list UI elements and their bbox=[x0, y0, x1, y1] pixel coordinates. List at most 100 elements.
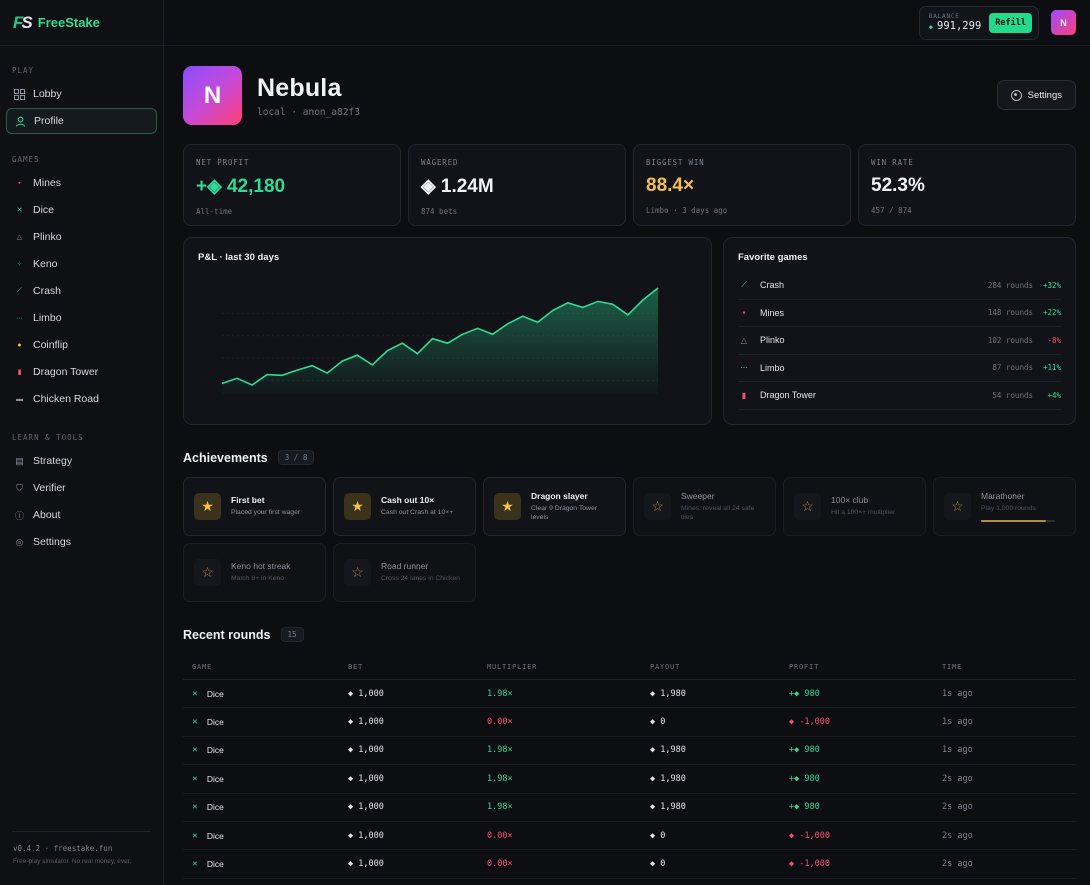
sidebar-item-about[interactable]: ⓘ About bbox=[6, 502, 157, 528]
favorite-game-row[interactable]: ▪ Mines 148 rounds +22% bbox=[738, 300, 1061, 327]
achievement-card: ★ First bet Placed your first wager bbox=[183, 477, 326, 536]
column-header: BET bbox=[348, 663, 364, 671]
round-game: Dice bbox=[206, 717, 224, 728]
table-row[interactable]: ✕ Dice ◆ 1,000 1.98× ◆ 1,980 +◆ 980 2s ago bbox=[183, 794, 1076, 822]
table-row[interactable]: ✕ Dice ◆ 1,000 0.00× ◆ 0 ◆ -1,000 1s ago bbox=[183, 708, 1076, 737]
sidebar-item-dice[interactable]: ✕ Dice bbox=[6, 197, 157, 223]
round-time: 1s ago bbox=[942, 717, 973, 728]
round-payout: ◆ 1,980 bbox=[650, 773, 686, 784]
balance-widget: BALANCE ◆ 991,299 Refill bbox=[918, 5, 1039, 40]
sidebar-item-label: Dragon Tower bbox=[33, 366, 99, 378]
achievement-title: Marathoner bbox=[981, 491, 1025, 502]
sidebar-item-label: Keno bbox=[33, 258, 58, 270]
favorite-game-name: Plinko bbox=[760, 335, 785, 346]
achievement-card: ☆ Sweeper Mines: reveal all 24 safe tiles bbox=[633, 477, 776, 536]
sidebar-item-settings[interactable]: ◎ Settings bbox=[6, 529, 157, 555]
stat-subtext: 874 bets bbox=[421, 207, 458, 216]
sidebar-item-strategy[interactable]: ▤ Strategy bbox=[6, 448, 157, 474]
column-header: GAME bbox=[192, 663, 213, 671]
round-bet: ◆ 1,000 bbox=[348, 802, 384, 813]
favorite-game-name: Crash bbox=[760, 280, 785, 291]
freestake-logo-icon: FS bbox=[13, 12, 33, 32]
achievement-title: Dragon slayer bbox=[531, 490, 588, 501]
settings-button-label: Settings bbox=[1027, 89, 1062, 101]
sidebar-item-keno[interactable]: ⁘ Keno bbox=[6, 251, 157, 277]
sidebar-item-coinflip[interactable]: ● Coinflip bbox=[6, 332, 157, 358]
stat-subtext: All-time bbox=[196, 207, 233, 216]
favorite-game-row[interactable]: ⟋ Crash 284 rounds +32% bbox=[738, 272, 1061, 300]
version-text: v0.4.2 · freestake.fun bbox=[13, 844, 113, 853]
round-bet: ◆ 1,000 bbox=[348, 830, 384, 841]
refill-button[interactable]: Refill bbox=[989, 12, 1032, 33]
favorite-game-row[interactable]: ··· Limbo 87 rounds +11% bbox=[738, 355, 1061, 382]
round-multiplier: 1.98× bbox=[487, 745, 513, 756]
table-row[interactable]: ✕ Dice ◆ 1,000 1.98× ◆ 1,980 +◆ 980 1s ago bbox=[183, 680, 1076, 709]
favorite-game-pnl: +32% bbox=[1042, 280, 1061, 290]
sidebar-item-chicken-road[interactable]: ▬ Chicken Road bbox=[6, 386, 157, 412]
achievement-title: Road runner bbox=[381, 561, 429, 572]
achievement-title: Cash out 10× bbox=[381, 495, 435, 506]
sidebar-item-plinko[interactable]: △ Plinko bbox=[6, 224, 157, 250]
favorite-game-pnl: +4% bbox=[1047, 390, 1061, 400]
balance-value: 991,299 bbox=[937, 20, 982, 32]
brand-name: FreeStake bbox=[37, 15, 100, 30]
favorite-game-rounds: 54 rounds bbox=[992, 390, 1033, 400]
favorite-game-row[interactable]: △ Plinko 102 rounds -8% bbox=[738, 327, 1061, 355]
favorite-game-row[interactable]: ▮ Dragon Tower 54 rounds +4% bbox=[738, 382, 1061, 410]
sidebar-item-mines[interactable]: ▪ Mines bbox=[6, 170, 157, 196]
star-outline-icon: ☆ bbox=[644, 493, 671, 520]
dice-icon: ✕ bbox=[192, 861, 198, 869]
brand[interactable]: FS FreeStake bbox=[0, 0, 163, 46]
achievements-title: Achievements bbox=[183, 450, 268, 465]
profile-settings-button[interactable]: Settings bbox=[996, 80, 1076, 110]
sidebar-item-label: About bbox=[33, 509, 61, 521]
round-time: 2s ago bbox=[942, 802, 973, 813]
user-avatar[interactable]: N bbox=[1051, 10, 1076, 35]
user-icon bbox=[15, 116, 26, 127]
stat-label: NET PROFIT bbox=[196, 158, 250, 167]
sidebar-item-profile[interactable]: Profile bbox=[6, 108, 157, 134]
sidebar-item-limbo[interactable]: ··· Limbo bbox=[6, 305, 157, 331]
round-payout: ◆ 1,980 bbox=[650, 688, 686, 699]
stat-value: 88.4× bbox=[646, 175, 695, 196]
round-multiplier: 0.00× bbox=[487, 830, 513, 841]
sidebar-item-lobby[interactable]: Lobby bbox=[6, 81, 157, 107]
round-time: 2s ago bbox=[942, 859, 973, 870]
plinko-icon: △ bbox=[740, 335, 748, 345]
stat-value: ◈ 1.24M bbox=[421, 176, 494, 197]
sidebar-item-verifier[interactable]: ⛉ Verifier bbox=[6, 475, 157, 501]
achievement-card: ☆ Road runner Cross 24 lanes in Chicken bbox=[333, 543, 476, 602]
round-bet: ◆ 1,000 bbox=[348, 773, 384, 784]
games-heading: GAMES bbox=[12, 155, 40, 164]
sidebar-item-dragon-tower[interactable]: ▮ Dragon Tower bbox=[6, 359, 157, 385]
star-outline-icon: ☆ bbox=[344, 559, 371, 586]
mines-icon: ▪ bbox=[18, 179, 21, 187]
round-game: Dice bbox=[206, 688, 224, 699]
achievement-title: Keno hot streak bbox=[231, 561, 291, 572]
limbo-icon: ··· bbox=[16, 314, 23, 322]
sidebar-item-label: Coinflip bbox=[33, 339, 69, 351]
table-row[interactable]: ✕ Dice ◆ 1,000 1.98× ◆ 1,980 +◆ 980 2s ago bbox=[183, 765, 1076, 794]
topbar: BALANCE ◆ 991,299 Refill N bbox=[164, 0, 1090, 46]
sidebar-item-crash[interactable]: ⟋ Crash bbox=[6, 278, 157, 304]
table-row[interactable]: ✕ Dice ◆ 1,000 1.98× ◆ 1,980 +◆ 980 1s ago bbox=[183, 737, 1076, 766]
recent-rounds-title: Recent rounds bbox=[183, 627, 271, 642]
favorite-game-pnl: +22% bbox=[1042, 308, 1061, 318]
info-icon: ⓘ bbox=[14, 510, 24, 521]
round-payout: ◆ 1,980 bbox=[650, 745, 686, 756]
round-multiplier: 1.98× bbox=[487, 688, 513, 699]
star-outline-icon: ☆ bbox=[944, 493, 971, 520]
favorite-game-rounds: 284 rounds bbox=[987, 280, 1033, 290]
sidebar-item-label: Chicken Road bbox=[33, 393, 99, 405]
round-profit: +◆ 980 bbox=[789, 745, 820, 756]
round-multiplier: 0.00× bbox=[487, 859, 513, 870]
favorite-game-pnl: -8% bbox=[1047, 335, 1061, 345]
star-filled-icon: ★ bbox=[494, 493, 521, 520]
dice-icon: ✕ bbox=[192, 775, 198, 783]
recent-rounds-count: 15 bbox=[280, 627, 304, 642]
gear-icon bbox=[1010, 89, 1022, 101]
achievement-card: ★ Cash out 10× Cash out Crash at 10×+ bbox=[333, 477, 476, 536]
